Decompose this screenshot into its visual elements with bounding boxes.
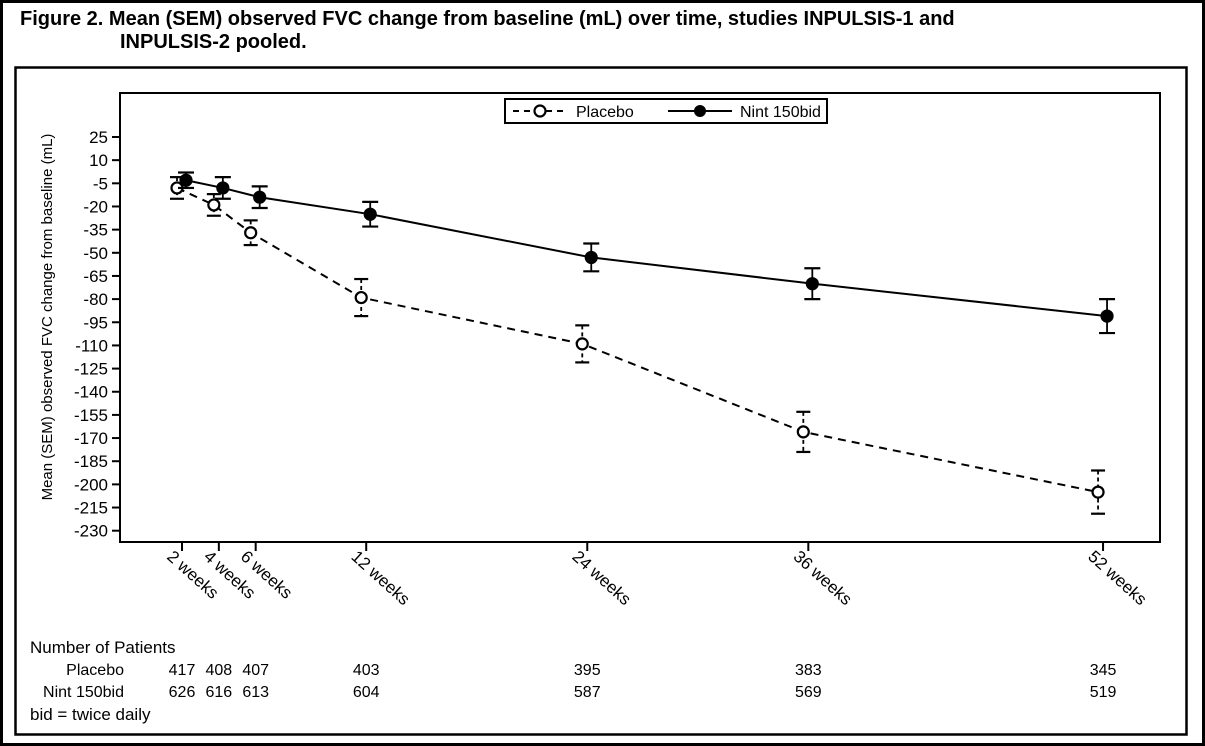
legend-placebo-open-circle-icon [533,104,547,118]
y-axis-tick-label: -140 [74,383,108,402]
data-point-placebo-week-4 [207,198,221,212]
y-axis: 25 10 -5 -20 -35 -50 -65 -80 -95 -110 -125 -140 -155… [74,128,120,541]
error-bar [796,410,811,454]
patients-count: 569 [795,684,822,701]
y-axis-tick-label: -185 [74,452,108,471]
chart-area: 25 10 -5 -20 -35 -50 -65 -80 -95 -110 -125 -140 -155… [14,66,1188,736]
error-bar [575,324,590,364]
patients-row-placebo: Placebo 417 408 407 403 395 383 345 [66,662,1116,679]
error-bar [354,277,369,318]
data-point-nint-150bid-week-4 [216,181,230,195]
y-axis-tick-label: -230 [74,522,108,541]
data-point-placebo-week-6 [244,226,258,240]
y-axis-tick-label: -95 [83,313,108,332]
patients-count: 408 [205,662,232,679]
patients-table-header: Number of Patients [30,638,176,657]
figure-title-line2: INPULSIS-2 pooled. [120,31,307,53]
y-axis-tick-label: -50 [83,244,108,263]
data-point-placebo-week-36 [796,425,810,439]
data-point-nint-150bid-week-52 [1100,309,1114,323]
patients-count: 613 [242,684,269,701]
y-axis-tick-label: -20 [83,197,108,216]
patients-count: 626 [169,684,196,701]
data-point-nint-150bid-week-24 [584,250,598,265]
patients-count: 403 [353,662,380,679]
y-axis-tick-label: -125 [74,360,108,379]
y-axis-tick-label: -80 [83,290,108,309]
patients-count: 604 [353,684,380,701]
patients-count: 395 [574,662,601,679]
y-axis-tick-label: -155 [74,406,108,425]
figure-title-line1: Figure 2. Mean (SEM) observed FVC change… [20,8,955,30]
data-point-nint-150bid-week-36 [805,277,819,291]
figure-title: Figure 2. Mean (SEM) observed FVC change… [17,8,1192,54]
patients-row-label: Nint 150bid [43,684,124,701]
patients-table: Number of Patients Placebo 417 408 407 403 395… [30,638,1116,701]
patients-row-nint-150bid: Nint 150bid 626 616 613 604 587 569 519 [43,684,1116,701]
data-point-nint-150bid-week-2 [179,173,193,187]
series-nint-150bid [178,171,1116,335]
y-axis-title: Mean (SEM) observed FVC change from base… [39,134,56,501]
fvc-change-chart: 25 10 -5 -20 -35 -50 -65 -80 -95 -110 -125 -140 -155… [14,66,1188,736]
patients-count: 345 [1090,662,1117,679]
legend-placebo-label: Placebo [576,104,634,121]
patients-row-label: Placebo [66,662,124,679]
y-axis-tick-label: -5 [93,174,108,193]
y-axis-tick-label: 25 [89,128,108,147]
legend-nint-label: Nint 150bid [740,104,821,121]
data-point-nint-150bid-week-6 [253,190,267,204]
footnote-bid-definition: bid = twice daily [30,705,151,724]
chart-box-border [14,66,1188,736]
legend-nint-filled-circle-icon [694,105,706,117]
data-point-placebo-week-12 [354,290,368,305]
y-axis-tick-label: -35 [83,221,108,240]
legend: Placebo Nint 150bid [504,98,828,124]
data-point-placebo-week-52 [1091,485,1105,499]
y-axis-tick-label: -215 [74,499,108,518]
patients-count: 383 [795,662,822,679]
y-axis-tick-label: -65 [83,267,108,286]
data-point-nint-150bid-week-12 [363,207,377,221]
y-axis-tick-label: 10 [89,151,108,170]
error-bar [243,219,258,247]
y-axis-tick-label: -200 [74,475,108,494]
data-point-placebo-week-24 [575,337,589,351]
plot-frame [119,92,1161,543]
patients-count: 417 [169,662,196,679]
patients-count: 519 [1090,684,1117,701]
y-axis-tick-label: -170 [74,429,108,448]
patients-count: 616 [205,684,232,701]
y-axis-tick-label: -110 [75,336,108,355]
series-placebo [170,176,1106,515]
patients-count: 407 [242,662,269,679]
patients-count: 587 [574,684,601,701]
